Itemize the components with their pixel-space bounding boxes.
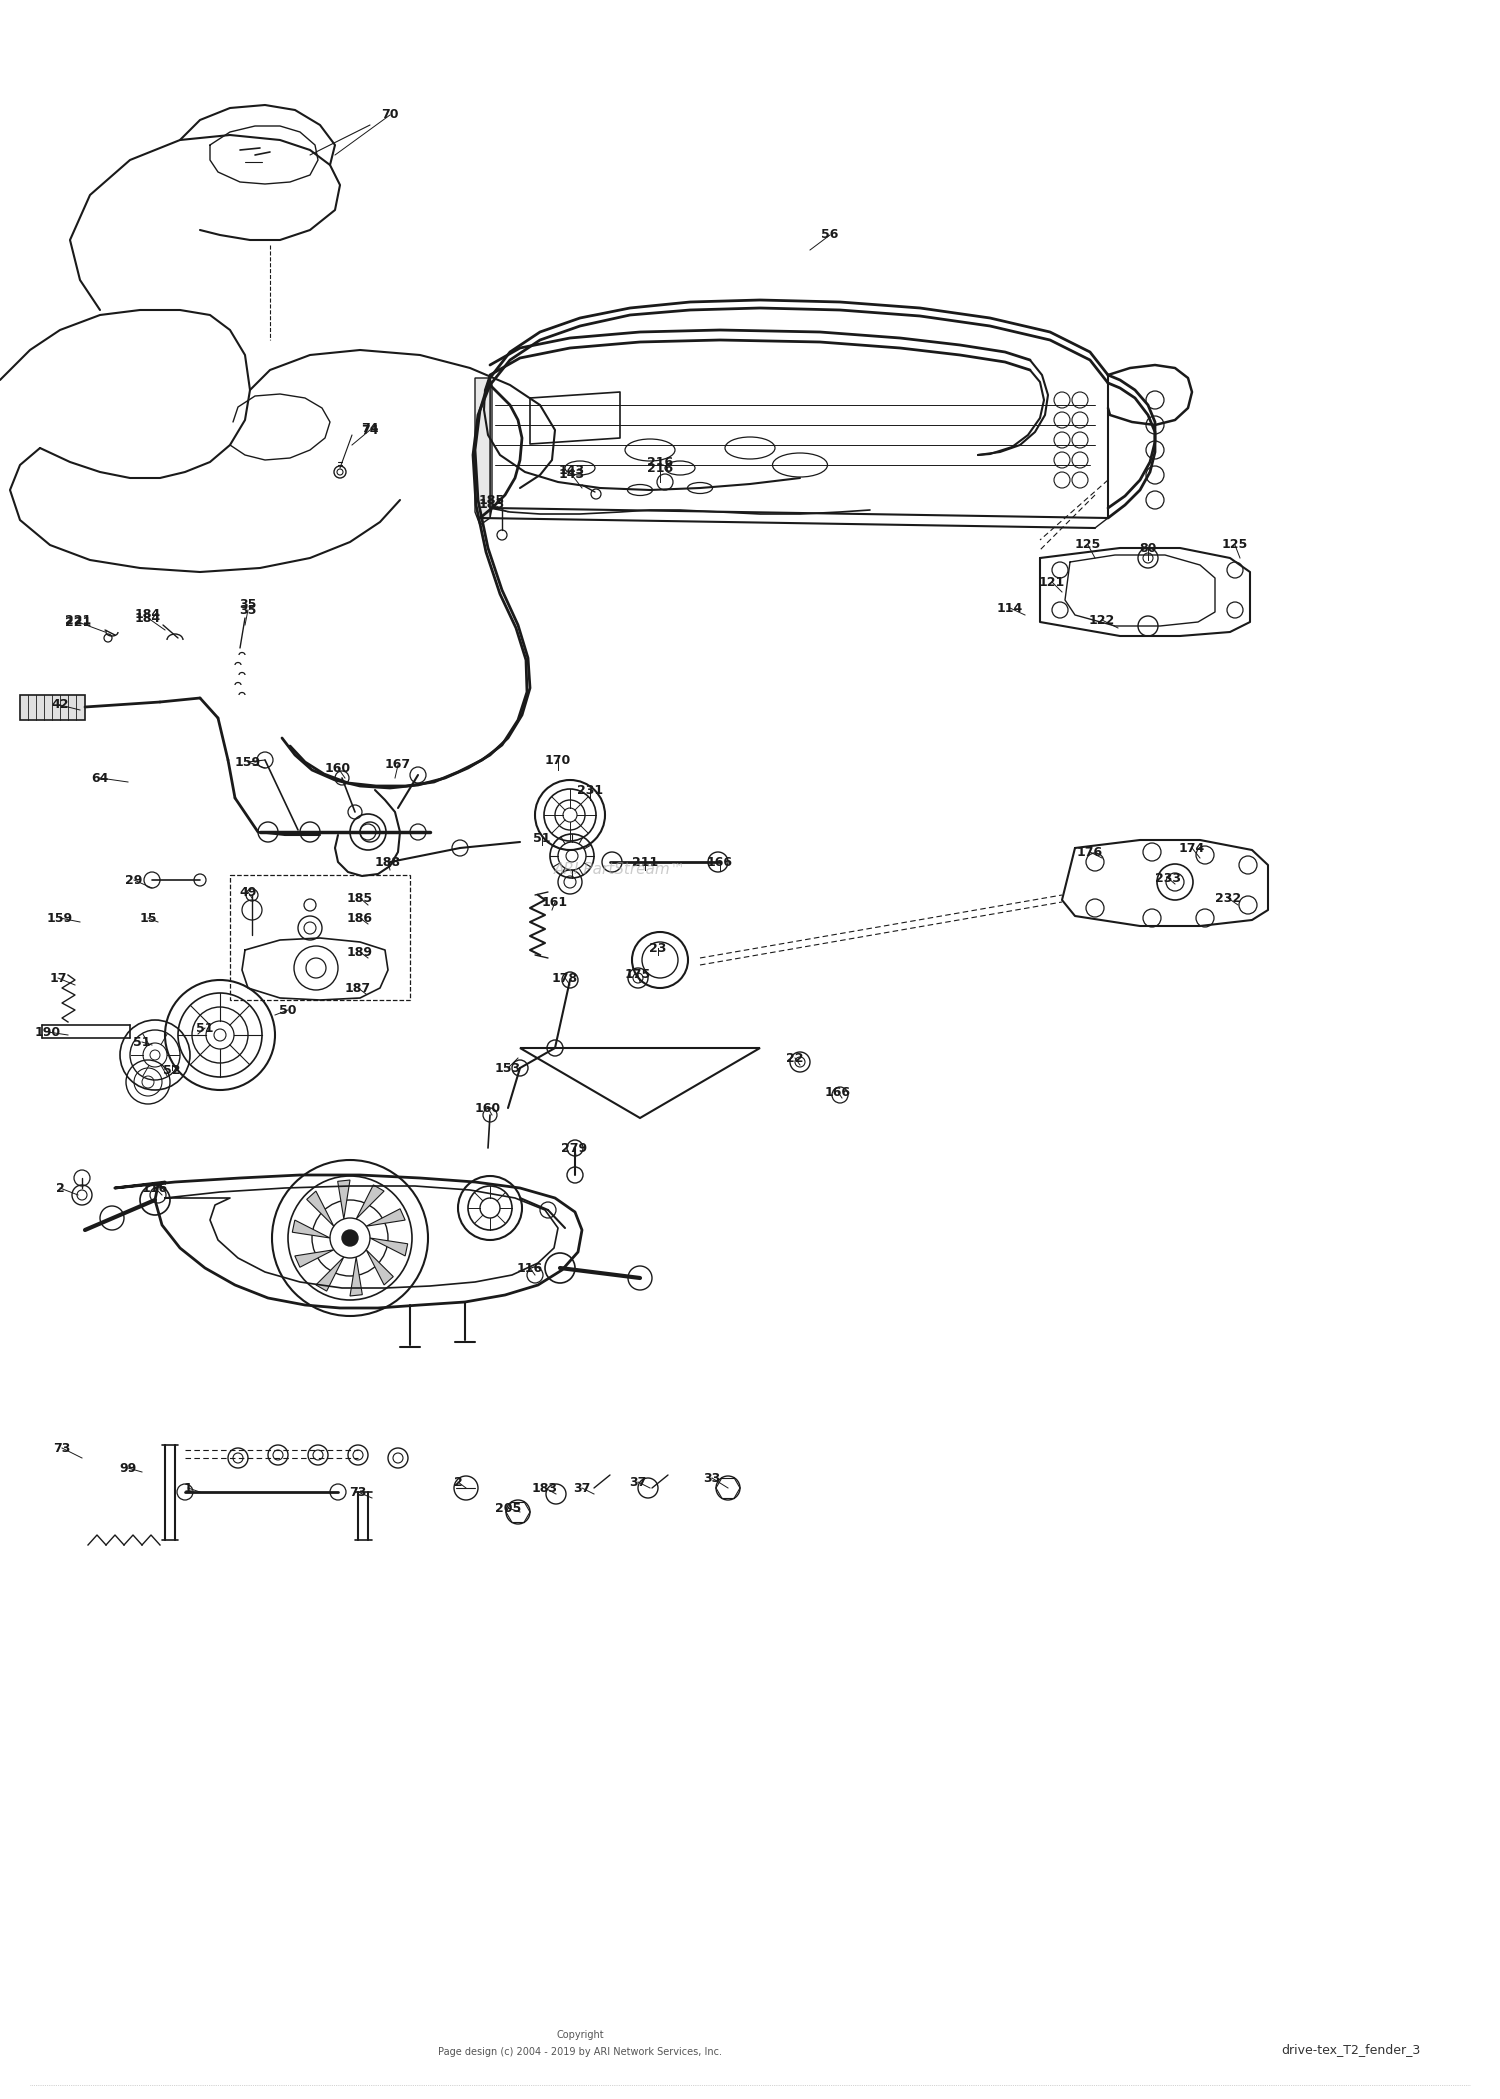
Text: 170: 170: [544, 754, 572, 766]
Text: 205: 205: [495, 1501, 520, 1515]
Polygon shape: [292, 1220, 330, 1238]
Text: 56: 56: [822, 229, 839, 241]
Text: 184: 184: [135, 609, 160, 621]
Polygon shape: [476, 378, 490, 525]
Text: 161: 161: [542, 896, 568, 909]
Text: 37: 37: [630, 1476, 646, 1488]
Polygon shape: [20, 695, 86, 720]
Text: 23: 23: [650, 942, 666, 955]
Text: 187: 187: [345, 982, 370, 995]
Text: 211: 211: [632, 856, 658, 869]
Text: 35: 35: [240, 605, 256, 617]
Text: 175: 175: [626, 968, 651, 982]
Text: 29: 29: [126, 873, 142, 886]
Polygon shape: [356, 1186, 384, 1220]
Text: 190: 190: [34, 1026, 62, 1039]
Text: 99: 99: [120, 1461, 136, 1473]
Text: 185: 185: [346, 892, 374, 905]
Text: 116: 116: [142, 1182, 168, 1194]
Text: 143: 143: [560, 464, 585, 476]
Text: 51: 51: [134, 1035, 150, 1050]
Polygon shape: [366, 1249, 393, 1285]
Text: 73: 73: [350, 1486, 366, 1499]
Text: 116: 116: [518, 1261, 543, 1274]
Text: 121: 121: [1040, 575, 1065, 588]
Text: 33: 33: [704, 1471, 720, 1484]
Text: 160: 160: [476, 1102, 501, 1115]
Text: 279: 279: [561, 1142, 586, 1154]
Text: 114: 114: [998, 602, 1023, 615]
Text: Page design (c) 2004 - 2019 by ARI Network Services, Inc.: Page design (c) 2004 - 2019 by ARI Netwo…: [438, 2047, 722, 2057]
Text: 73: 73: [54, 1442, 70, 1455]
Text: 185: 185: [478, 497, 506, 512]
Text: 216: 216: [646, 462, 674, 474]
Text: 232: 232: [1215, 892, 1240, 905]
Text: 15: 15: [140, 911, 156, 924]
Text: 51: 51: [196, 1022, 213, 1035]
Text: ARI PartStream™: ARI PartStream™: [554, 863, 686, 877]
Polygon shape: [366, 1209, 405, 1226]
Text: 174: 174: [1179, 842, 1204, 854]
Text: drive-tex_T2_fender_3: drive-tex_T2_fender_3: [1281, 2044, 1420, 2057]
Polygon shape: [316, 1257, 344, 1291]
Text: 159: 159: [236, 756, 261, 768]
Text: 17: 17: [50, 972, 66, 984]
Text: 74: 74: [362, 422, 378, 434]
Polygon shape: [306, 1190, 334, 1226]
Text: 42: 42: [51, 699, 69, 712]
Text: 166: 166: [706, 856, 734, 869]
Text: 2: 2: [453, 1476, 462, 1488]
Text: 37: 37: [573, 1482, 591, 1494]
Text: 49: 49: [240, 886, 256, 898]
Polygon shape: [338, 1180, 350, 1220]
Polygon shape: [370, 1238, 408, 1255]
Text: 231: 231: [578, 783, 603, 796]
Polygon shape: [490, 378, 492, 518]
Text: 35: 35: [240, 598, 256, 611]
Text: 184: 184: [135, 611, 160, 626]
Text: 221: 221: [64, 615, 92, 628]
Text: 188: 188: [375, 856, 400, 869]
Circle shape: [342, 1230, 358, 1247]
Text: 167: 167: [386, 758, 411, 772]
Text: 143: 143: [560, 468, 585, 481]
Text: Copyright: Copyright: [556, 2030, 604, 2040]
Text: 189: 189: [346, 945, 374, 959]
Polygon shape: [296, 1249, 334, 1268]
Text: 185: 185: [478, 493, 506, 506]
Text: 74: 74: [362, 424, 378, 437]
Text: 233: 233: [1155, 871, 1180, 884]
Text: 216: 216: [646, 455, 674, 468]
Text: 64: 64: [92, 772, 108, 785]
Text: 125: 125: [1076, 539, 1101, 552]
Text: 1: 1: [183, 1482, 192, 1494]
Polygon shape: [350, 1257, 363, 1295]
Text: 159: 159: [46, 911, 74, 924]
Text: 176: 176: [1077, 846, 1102, 858]
Text: 22: 22: [786, 1052, 804, 1064]
Text: 80: 80: [1140, 542, 1156, 554]
Text: 52: 52: [164, 1064, 180, 1077]
Text: 2: 2: [56, 1182, 64, 1194]
Text: 178: 178: [552, 972, 578, 984]
Text: 183: 183: [532, 1482, 558, 1494]
Text: 186: 186: [346, 911, 374, 924]
Text: 50: 50: [279, 1003, 297, 1016]
Text: 221: 221: [64, 613, 92, 626]
Text: 160: 160: [326, 762, 351, 775]
Text: 122: 122: [1089, 613, 1114, 626]
Text: 166: 166: [825, 1085, 850, 1098]
Text: 153: 153: [495, 1062, 520, 1075]
Text: 125: 125: [1222, 539, 1248, 552]
Text: 51: 51: [534, 831, 550, 844]
Text: 70: 70: [381, 109, 399, 122]
